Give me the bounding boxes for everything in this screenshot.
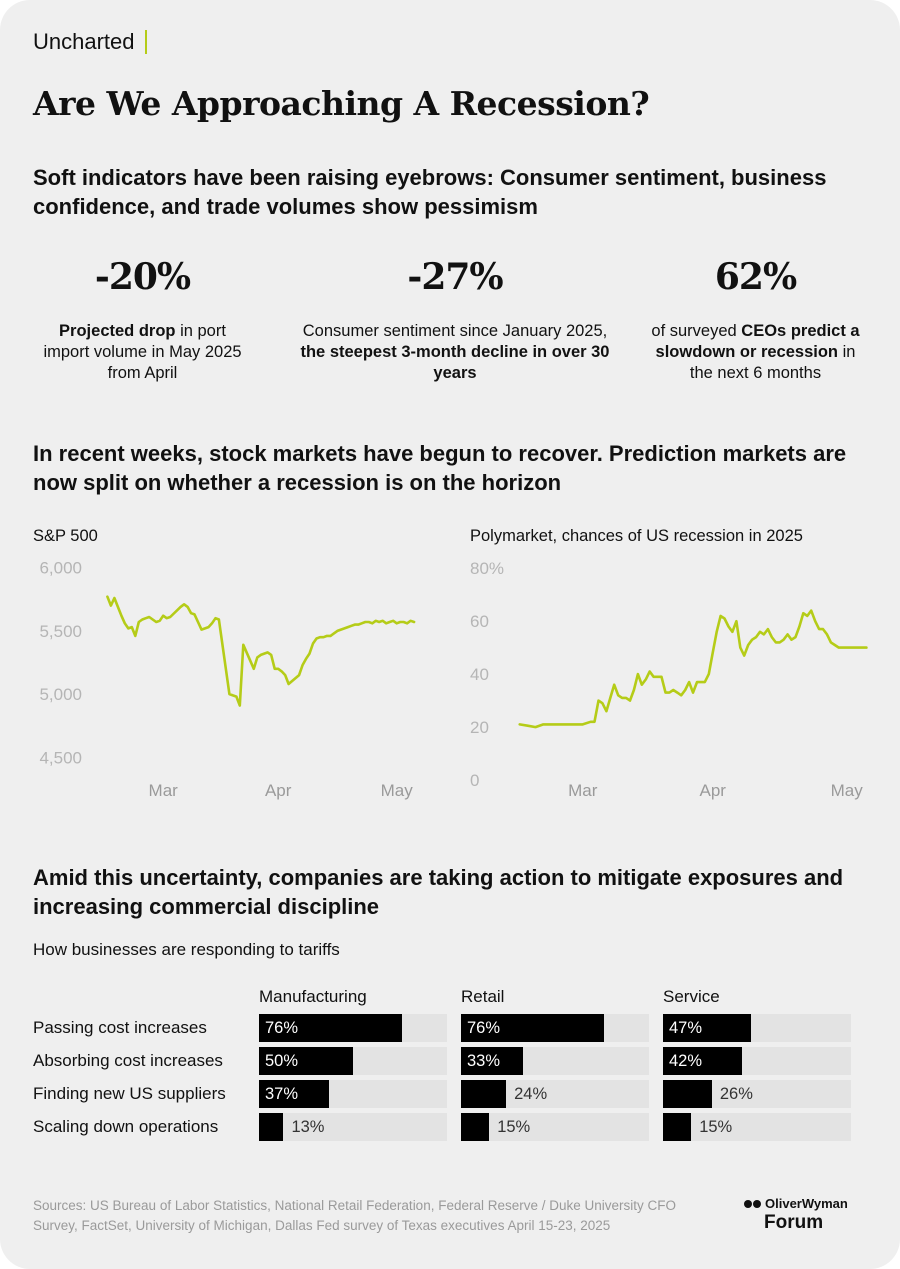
- row-label: Scaling down operations: [33, 1117, 219, 1136]
- bar-track: 15%: [461, 1113, 649, 1141]
- stat-description: of surveyed CEOs predict a slowdown or r…: [648, 321, 863, 384]
- x-tick-label: Mar: [568, 781, 598, 800]
- sp500-chart-title: S&P 500: [33, 527, 98, 545]
- stat-value: 62%: [714, 256, 797, 298]
- x-tick-label: Apr: [699, 781, 726, 800]
- y-tick-label: 6,000: [39, 559, 82, 578]
- bar-value-label: 76%: [265, 1019, 299, 1037]
- sources-footnote: Sources: US Bureau of Labor Statistics, …: [33, 1198, 677, 1233]
- polymarket-chart-title: Polymarket, chances of US recession in 2…: [470, 527, 803, 545]
- bar-value-label: 13%: [291, 1118, 325, 1136]
- bar-track: 37%: [259, 1080, 447, 1108]
- bar-track: 50%: [259, 1047, 447, 1075]
- stat-ceo-outlook: 62% of surveyed CEOs predict a slowdown …: [648, 255, 863, 384]
- column-header: Manufacturing: [259, 987, 367, 1006]
- bar-track: 42%: [663, 1047, 851, 1075]
- stat-desc-part: Consumer sentiment since January 2025,: [302, 322, 608, 340]
- brand-accent-bar: [144, 30, 147, 54]
- section3-heading: Amid this uncertainty, companies are tak…: [33, 865, 844, 919]
- series-line: [106, 595, 416, 707]
- row-label: Passing cost increases: [33, 1018, 207, 1037]
- bar-fill: [461, 1113, 490, 1141]
- bar-chart-title: How businesses are responding to tariffs: [33, 940, 340, 959]
- y-tick-label: 80%: [470, 559, 504, 578]
- x-tick-label: May: [831, 781, 864, 800]
- stat-desc-part: the steepest 3-month decline in over 30 …: [300, 343, 610, 382]
- y-tick-label: 60: [470, 612, 489, 631]
- bar-fill: [259, 1014, 402, 1042]
- page-title: Are We Approaching A Recession?: [33, 84, 650, 123]
- logo-wordmark: OliverWyman: [765, 1196, 848, 1211]
- stat-desc-part: in the next 6 months: [689, 343, 856, 382]
- bar-value-label: 15%: [699, 1118, 733, 1136]
- bar-track: 76%: [461, 1014, 649, 1042]
- bar-value-label: 50%: [265, 1052, 299, 1070]
- stat-description: Consumer sentiment since January 2025, t…: [300, 321, 610, 384]
- bar-value-label: 76%: [467, 1019, 501, 1037]
- section2-heading: In recent weeks, stock markets have begu…: [33, 441, 847, 495]
- bar-fill: [663, 1047, 742, 1075]
- y-tick-label: 5,500: [39, 622, 82, 641]
- y-tick-label: 4,500: [39, 748, 82, 767]
- brand-name: Uncharted: [33, 29, 135, 54]
- bar-value-label: 42%: [669, 1052, 703, 1070]
- bar-fill: [663, 1014, 752, 1042]
- bar-fill: [663, 1080, 712, 1108]
- series-line: [518, 609, 868, 729]
- bar-value-label: 15%: [497, 1118, 531, 1136]
- bar-fill: [461, 1047, 524, 1075]
- x-tick-label: Mar: [149, 781, 179, 800]
- stat-value: -20%: [94, 256, 191, 298]
- stat-desc-part: CEOs predict a slowdown or recession: [655, 322, 860, 361]
- polymarket-line-chart: 0 20 40 60 80% Mar Apr May: [470, 559, 868, 800]
- bar-track: 15%: [663, 1113, 851, 1141]
- logo-forum: Forum: [764, 1212, 824, 1233]
- column-header: Service: [663, 987, 720, 1006]
- bar-fill: [259, 1113, 284, 1141]
- bar-fill: [663, 1113, 692, 1141]
- x-tick-label: May: [381, 781, 414, 800]
- row-label: Absorbing cost increases: [33, 1051, 223, 1070]
- bar-track: 76%: [259, 1014, 447, 1042]
- bar-track: 24%: [461, 1080, 649, 1108]
- logo-mark-icon: [744, 1199, 761, 1208]
- sp500-line-chart: 4,500 5,000 5,500 6,000 Mar Apr May: [39, 559, 416, 800]
- bar-fill: [259, 1047, 353, 1075]
- oliver-wyman-forum-logo: OliverWyman Forum: [744, 1196, 848, 1234]
- bar-track: 13%: [259, 1113, 447, 1141]
- brand-header: Uncharted: [33, 29, 147, 55]
- row-label: Finding new US suppliers: [33, 1084, 226, 1103]
- y-tick-label: 20: [470, 718, 489, 737]
- bar-fill: [259, 1080, 329, 1108]
- column-header: Retail: [461, 987, 505, 1006]
- bar-value-label: 33%: [467, 1052, 501, 1070]
- x-tick-label: Apr: [265, 781, 292, 800]
- bar-track: 33%: [461, 1047, 649, 1075]
- bar-track: 47%: [663, 1014, 851, 1042]
- bar-value-label: 47%: [669, 1019, 703, 1037]
- stat-value: -27%: [407, 256, 503, 298]
- bar-fill: [461, 1080, 507, 1108]
- y-tick-label: 5,000: [39, 685, 82, 704]
- y-tick-label: 40: [470, 665, 489, 684]
- bar-fill: [461, 1014, 604, 1042]
- stat-desc-part: in port import volume in May 2025 from A…: [43, 322, 242, 382]
- bar-track: 26%: [663, 1080, 851, 1108]
- y-tick-label: 0: [470, 771, 479, 790]
- bar-value-label: 24%: [514, 1085, 548, 1103]
- stat-port-imports: -20% Projected drop in port import volum…: [40, 255, 245, 384]
- stat-desc-part: Projected drop: [59, 322, 176, 340]
- stat-consumer-sentiment: -27% Consumer sentiment since January 20…: [300, 255, 610, 384]
- bar-value-label: 26%: [719, 1085, 753, 1103]
- stat-description: Projected drop in port import volume in …: [40, 321, 245, 384]
- bar-value-label: 37%: [265, 1085, 299, 1103]
- stat-desc-part: of surveyed: [651, 322, 742, 340]
- section1-heading: Soft indicators have been raising eyebro…: [33, 165, 827, 219]
